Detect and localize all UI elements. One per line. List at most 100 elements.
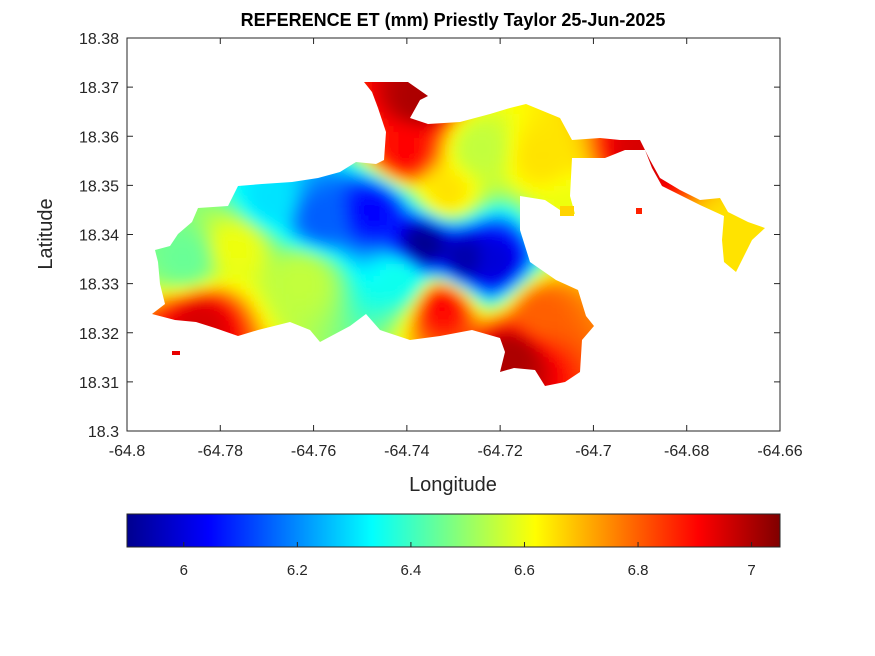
heat-cell xyxy=(284,312,291,319)
heat-cell xyxy=(272,186,279,193)
heat-cell xyxy=(302,210,309,217)
heat-cell xyxy=(368,246,375,253)
heat-cell xyxy=(500,300,507,307)
heat-cell xyxy=(518,276,525,283)
heat-cell xyxy=(314,240,321,247)
heat-cell xyxy=(452,234,459,241)
heat-cell xyxy=(176,300,183,307)
heat-cell xyxy=(224,300,231,307)
heat-cell xyxy=(464,180,471,187)
heat-cell xyxy=(164,312,171,319)
heat-cell xyxy=(278,276,285,283)
heat-cell xyxy=(338,192,345,199)
heat-cell xyxy=(350,318,357,325)
heat-cell xyxy=(260,300,267,307)
heat-cell xyxy=(482,162,489,169)
heat-cell xyxy=(290,234,297,241)
heat-cell xyxy=(446,210,453,217)
heat-cell xyxy=(620,138,627,145)
heat-cell xyxy=(200,228,207,235)
heat-cell xyxy=(362,258,369,265)
heat-cell xyxy=(362,270,369,277)
heat-cell xyxy=(500,330,507,337)
heat-cell xyxy=(440,276,447,283)
heat-cell xyxy=(386,108,393,115)
heat-cell xyxy=(248,324,255,331)
heat-cell xyxy=(242,264,249,271)
heat-cell xyxy=(560,138,567,145)
heat-cell xyxy=(314,234,321,241)
heat-cell xyxy=(524,138,531,145)
heat-cell xyxy=(494,240,501,247)
heat-cell xyxy=(350,246,357,253)
heat-cell xyxy=(326,228,333,235)
heat-cell xyxy=(440,252,447,259)
heat-cell xyxy=(272,210,279,217)
heat-cell xyxy=(362,252,369,259)
heat-cell xyxy=(416,324,423,331)
heat-cell xyxy=(296,204,303,211)
heat-cell xyxy=(470,324,477,331)
heat-cell xyxy=(506,306,513,313)
heat-cell xyxy=(530,282,537,289)
heat-cell xyxy=(308,312,315,319)
heat-cell xyxy=(194,258,201,265)
heat-cell xyxy=(416,198,423,205)
heat-cell xyxy=(218,204,225,211)
heat-cell xyxy=(230,330,237,337)
heat-cell xyxy=(158,252,165,259)
heat-cell xyxy=(380,258,387,265)
heat-cell xyxy=(554,324,561,331)
heat-cell xyxy=(554,294,561,301)
heat-cell xyxy=(446,192,453,199)
heat-cell xyxy=(386,162,393,169)
heat-cell xyxy=(512,264,519,271)
heat-cell xyxy=(254,246,261,253)
heat-cell xyxy=(242,300,249,307)
heat-cell xyxy=(488,144,495,151)
heat-cell xyxy=(212,294,219,301)
heat-cell xyxy=(344,276,351,283)
heat-cell xyxy=(386,138,393,145)
heat-cell xyxy=(332,276,339,283)
heat-cell xyxy=(458,240,465,247)
heat-cell xyxy=(296,288,303,295)
heat-cell xyxy=(338,180,345,187)
heat-cell xyxy=(398,294,405,301)
heat-cell xyxy=(380,82,387,85)
heat-cell xyxy=(350,228,357,235)
heat-cell xyxy=(572,324,579,331)
heat-cell xyxy=(260,318,267,325)
heat-cell xyxy=(548,312,555,319)
heat-cell xyxy=(296,264,303,271)
heat-cell xyxy=(422,150,429,157)
heat-cell xyxy=(260,306,267,313)
heat-cell xyxy=(368,306,375,313)
heat-cell xyxy=(530,306,537,313)
heat-cell xyxy=(278,294,285,301)
heat-cell xyxy=(254,252,261,259)
heat-cell xyxy=(362,192,369,199)
heat-cell xyxy=(374,222,381,229)
heat-cell xyxy=(512,126,519,133)
heat-cell xyxy=(446,294,453,301)
heat-cell xyxy=(440,132,447,139)
heat-cell xyxy=(266,228,273,235)
heat-cell xyxy=(494,174,501,181)
heat-cell xyxy=(284,180,291,187)
heat-cell xyxy=(734,258,741,265)
heat-cell xyxy=(338,186,345,193)
heat-cell xyxy=(284,234,291,241)
heat-cell xyxy=(194,270,201,277)
heat-cell xyxy=(470,264,477,271)
heat-cell xyxy=(542,174,549,181)
heat-cell xyxy=(398,114,405,121)
heat-cell xyxy=(398,82,405,85)
heat-cell xyxy=(722,252,729,259)
heat-cell xyxy=(320,294,327,301)
heat-cell xyxy=(290,252,297,259)
heat-cell xyxy=(722,210,729,217)
heat-cell xyxy=(308,276,315,283)
heat-cell xyxy=(260,312,267,319)
heat-cell xyxy=(302,270,309,277)
